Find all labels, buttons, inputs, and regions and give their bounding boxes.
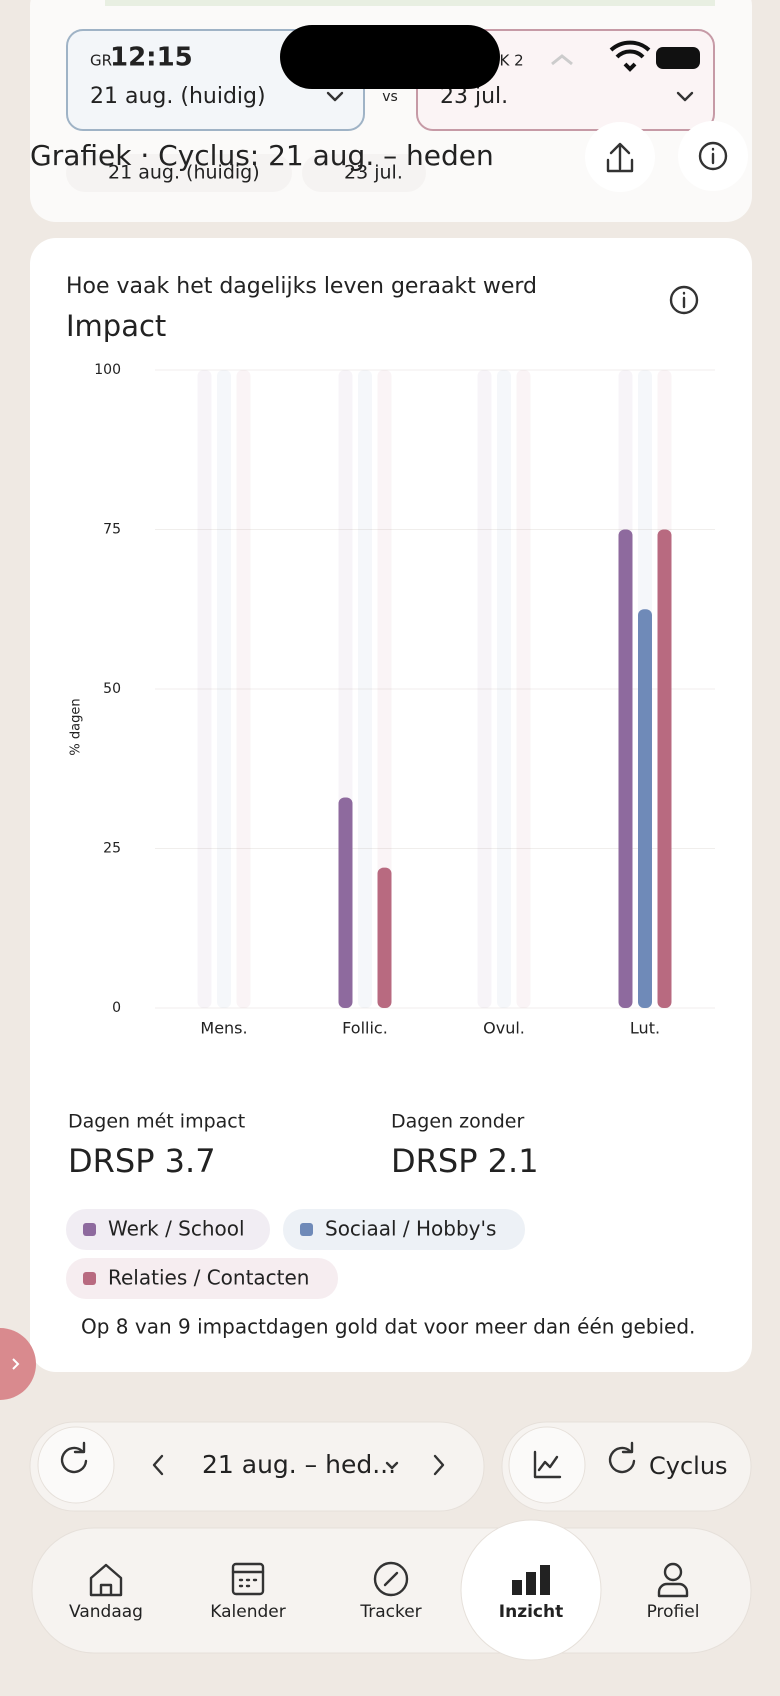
- legend-chip: [66, 1258, 338, 1299]
- card-subtitle: Hoe vaak het dagelijks leven geraakt wer…: [66, 274, 537, 299]
- note: Op 8 van 9 impactdagen gold dat voor mee…: [81, 1315, 695, 1339]
- x-tick-label: Ovul.: [483, 1019, 525, 1038]
- faded-chip: [66, 154, 292, 192]
- plot: 0 25 50 75 100 Mens. Follic. Ovul. Lut.: [94, 362, 715, 1038]
- tab-label[interactable]: Profiel: [647, 1602, 700, 1622]
- legend: Werk / School Sociaal / Hobby's Relaties /…: [66, 1209, 525, 1299]
- legend-label: Sociaal / Hobby's: [325, 1217, 496, 1241]
- tab-bar: [31, 1527, 752, 1654]
- bar-track: [236, 370, 251, 1008]
- legend-swatch: [83, 1223, 96, 1236]
- refresh-icon: [60, 1441, 88, 1474]
- y-tick-label: 0: [112, 1000, 121, 1016]
- bar-track: [516, 370, 531, 1008]
- bar-track: [477, 370, 492, 1008]
- stat-label: Dagen zonder: [391, 1111, 524, 1133]
- x-tick-label: Mens.: [200, 1019, 247, 1038]
- signal: [551, 54, 573, 66]
- y-tick-label: 100: [94, 362, 121, 378]
- side-tab-icon: [12, 1358, 20, 1370]
- range-dropdown[interactable]: [385, 1461, 399, 1470]
- y-tick-label: 25: [103, 841, 121, 857]
- cycle-label[interactable]: Cyclus: [649, 1452, 728, 1480]
- range-pill: [29, 1421, 485, 1512]
- wifi: [609, 40, 651, 72]
- chevron: [676, 91, 694, 102]
- tab-icon: [231, 1562, 265, 1596]
- bar-track: [217, 370, 231, 1008]
- tab-icon: [373, 1561, 409, 1597]
- bar: [338, 797, 353, 1008]
- card-title: Impact: [66, 309, 166, 343]
- compare-left-value: 21 aug. (huidig): [90, 84, 266, 109]
- y-axis-label: % dagen: [69, 698, 84, 755]
- header-title: Grafiek · Cyclus: 21 aug. – heden: [30, 139, 494, 172]
- bar-track: [497, 370, 511, 1008]
- stat-value: DRSP 3.7: [68, 1142, 216, 1180]
- bar-track: [377, 370, 392, 1008]
- tab-label[interactable]: Kalender: [210, 1602, 285, 1622]
- y-tick-label: 50: [103, 681, 121, 697]
- x-tick-label: Follic.: [342, 1019, 388, 1038]
- next-button[interactable]: [433, 1454, 445, 1476]
- tab-icon: [657, 1582, 689, 1598]
- chart-icon: [533, 1450, 562, 1479]
- info-icon: [698, 141, 728, 171]
- compare-left-label: GR: [90, 52, 112, 70]
- legend-label: Werk / School: [108, 1217, 245, 1241]
- bar: [657, 529, 672, 1008]
- stat-value: DRSP 2.1: [391, 1142, 539, 1180]
- refresh-button[interactable]: [37, 1426, 115, 1504]
- bar-track: [197, 370, 212, 1008]
- tab-icon: [512, 1565, 550, 1595]
- cycle-icon: [608, 1441, 636, 1474]
- impact-card: [30, 238, 752, 1372]
- bar: [377, 867, 392, 1008]
- legend-label: Relaties / Contacten: [108, 1266, 309, 1290]
- status-time: 12:15: [110, 43, 193, 73]
- tab-icon: [231, 1570, 265, 1588]
- faded-chip: [302, 154, 426, 192]
- bar: [638, 609, 652, 1008]
- legend-chip: [66, 1209, 270, 1250]
- dynamic-island: [280, 25, 500, 89]
- faded-legend: 21 aug. (huidig): [108, 162, 260, 184]
- tab-icon: [383, 1571, 399, 1587]
- tab-icon: [89, 1563, 123, 1597]
- legend-chip: [283, 1209, 525, 1250]
- faded-legend: 23 jul.: [344, 162, 403, 184]
- legend-swatch: [300, 1223, 313, 1236]
- bar: [618, 529, 633, 1008]
- battery: [656, 47, 700, 69]
- vs: vs: [382, 89, 398, 105]
- tab-label[interactable]: Vandaag: [69, 1602, 143, 1622]
- tab-label[interactable]: Tracker: [359, 1602, 421, 1622]
- top-strip: [105, 0, 715, 6]
- tab-icon: [663, 1562, 683, 1582]
- tab-label[interactable]: Inzicht: [499, 1602, 563, 1622]
- info-icon[interactable]: [669, 285, 699, 315]
- legend-swatch: [83, 1272, 96, 1285]
- y-tick-label: 75: [103, 522, 121, 538]
- stat-label: Dagen mét impact: [68, 1111, 245, 1133]
- prev-button[interactable]: [152, 1454, 164, 1476]
- share-icon: [606, 142, 634, 173]
- chevron: [326, 91, 344, 102]
- x-tick-label: Lut.: [630, 1019, 660, 1038]
- range-label[interactable]: 21 aug. – hed...: [202, 1450, 396, 1479]
- bar-track: [358, 370, 372, 1008]
